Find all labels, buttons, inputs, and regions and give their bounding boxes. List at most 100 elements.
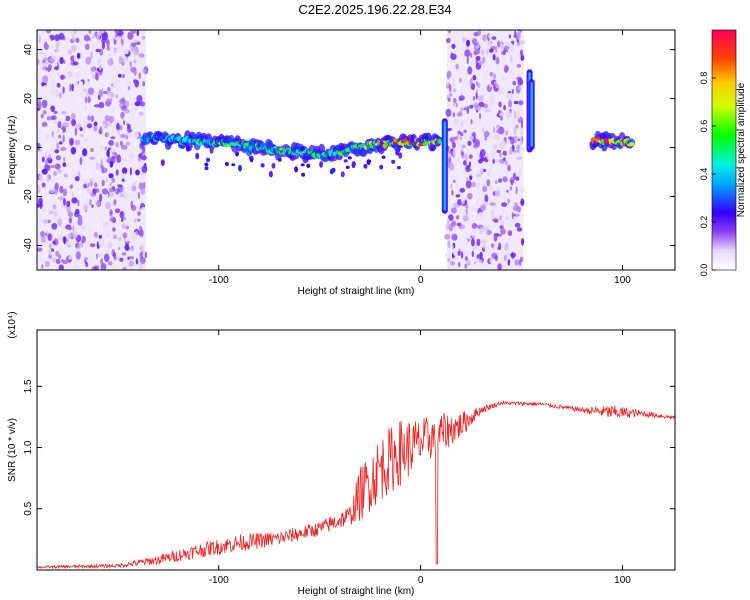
- noise-cell: [63, 197, 66, 206]
- x-tick-label: 100: [614, 575, 631, 586]
- noise-cell: [138, 231, 143, 236]
- noise-cell: [91, 266, 98, 270]
- noise-cell: [121, 252, 127, 256]
- noise-cell: [69, 184, 74, 189]
- noise-cell: [518, 100, 524, 106]
- noise-cell: [138, 72, 141, 80]
- noise-cell: [86, 199, 90, 204]
- noise-cell: [101, 179, 105, 187]
- noise-cell: [113, 255, 117, 261]
- noise-cell: [456, 215, 460, 220]
- noise-cell: [462, 132, 467, 140]
- ridge-scatter-cell: [271, 162, 276, 169]
- noise-cell: [48, 226, 52, 235]
- spectrogram-y-label: Frequency (Hz): [7, 116, 18, 185]
- noise-cell: [453, 97, 457, 104]
- noise-cell: [79, 157, 83, 165]
- noise-cell: [68, 192, 73, 198]
- noise-cell: [506, 252, 510, 258]
- noise-cell: [495, 56, 500, 65]
- noise-cell: [69, 137, 74, 145]
- noise-cell: [469, 104, 474, 109]
- noise-cell: [108, 140, 114, 146]
- noise-cell: [502, 50, 506, 55]
- noise-cell: [520, 179, 525, 183]
- noise-cell: [466, 39, 470, 47]
- noise-cell: [72, 33, 75, 42]
- noise-cell: [68, 217, 73, 224]
- noise-cell: [129, 42, 133, 52]
- noise-cell: [110, 83, 114, 87]
- noise-cell: [502, 76, 508, 81]
- ridge-scatter-cell: [306, 163, 311, 168]
- noise-cell: [75, 37, 80, 43]
- noise-cell: [139, 262, 143, 270]
- noise-cell: [520, 198, 525, 207]
- noise-cell: [118, 246, 121, 251]
- noise-cell: [136, 215, 142, 220]
- noise-cell: [42, 126, 48, 132]
- noise-cell: [519, 163, 524, 167]
- noise-cell: [446, 218, 450, 227]
- spike-core: [443, 121, 446, 211]
- noise-cell: [483, 75, 489, 82]
- y-tick-label: -20: [23, 189, 34, 204]
- noise-cell: [73, 55, 77, 62]
- noise-cell: [480, 204, 487, 212]
- noise-cell: [448, 214, 454, 221]
- noise-cell: [447, 257, 451, 263]
- noise-cell: [475, 147, 479, 155]
- noise-cell: [115, 141, 119, 148]
- noise-cell: [41, 168, 48, 175]
- noise-cell: [467, 140, 472, 146]
- noise-cell: [489, 202, 496, 206]
- noise-cell: [491, 36, 497, 40]
- noise-cell: [118, 68, 122, 76]
- noise-cell: [444, 233, 451, 240]
- noise-cell: [486, 151, 491, 160]
- noise-cell: [484, 194, 489, 202]
- noise-cell: [460, 132, 464, 137]
- noise-cell: [121, 217, 127, 220]
- noise-cell: [67, 211, 74, 218]
- noise-cell: [116, 256, 121, 262]
- noise-cell: [109, 208, 113, 217]
- noise-cell: [463, 153, 469, 160]
- noise-cell: [450, 148, 454, 152]
- noise-cell: [471, 250, 474, 257]
- y-tick-label: 1.5: [23, 379, 34, 393]
- noise-cell: [519, 129, 525, 136]
- noise-cell: [484, 108, 491, 113]
- noise-cell: [55, 258, 61, 264]
- noise-cell: [450, 207, 457, 214]
- noise-cell: [451, 220, 457, 227]
- noise-cell: [520, 137, 523, 146]
- noise-cell: [104, 131, 110, 138]
- noise-cell: [500, 144, 503, 150]
- noise-cell: [87, 144, 92, 148]
- noise-cell: [62, 236, 67, 243]
- noise-cell: [72, 120, 76, 125]
- noise-cell: [482, 185, 488, 192]
- noise-cell: [510, 257, 513, 264]
- noise-cell: [114, 30, 120, 34]
- noise-cell: [102, 221, 109, 228]
- noise-cell: [448, 30, 451, 34]
- noise-cell: [121, 144, 128, 150]
- ridge-scatter-cell: [195, 152, 200, 160]
- noise-cell: [477, 30, 481, 36]
- noise-cell: [37, 184, 41, 193]
- noise-cell: [42, 208, 46, 213]
- noise-cell: [95, 200, 101, 208]
- noise-cell: [112, 227, 116, 232]
- noise-cell: [469, 135, 474, 140]
- noise-cell: [51, 223, 58, 230]
- noise-cell: [133, 106, 139, 111]
- noise-cell: [59, 57, 64, 64]
- noise-cell: [472, 208, 478, 213]
- noise-cell: [139, 101, 146, 107]
- spectrogram-x-axis: -100 0 100: [209, 30, 631, 286]
- noise-cell: [43, 84, 47, 90]
- noise-cell: [118, 257, 124, 262]
- noise-cell: [456, 135, 461, 144]
